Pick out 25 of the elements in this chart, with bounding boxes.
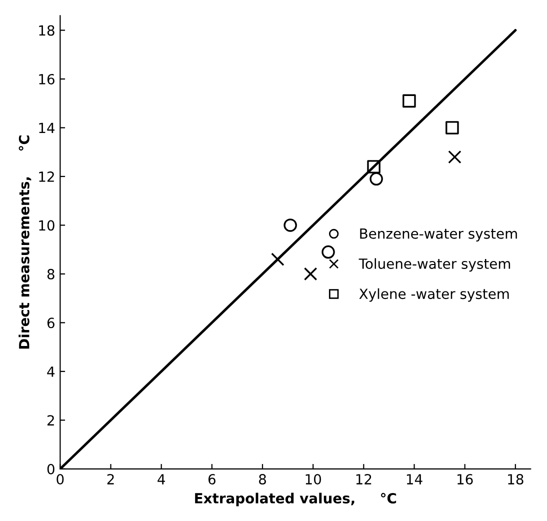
y-tick-label: 14: [39, 122, 55, 134]
legend-label: Xylene -water system: [359, 288, 509, 302]
y-tick-label: 18: [39, 25, 54, 36]
y-tick-label: 8: [47, 268, 54, 280]
x-tick-label: 10: [306, 474, 321, 485]
x-tick-label: 2: [107, 474, 114, 484]
x-tick-label: 14: [406, 474, 422, 484]
y-tick-label: 0: [47, 464, 54, 474]
y-tick-label: 16: [39, 74, 54, 84]
y-axis-title: Direct measurements, °C: [18, 136, 32, 349]
x-tick-label: 4: [158, 474, 165, 484]
x-tick-label: 8: [259, 474, 266, 485]
x-tick-label: 6: [208, 474, 216, 485]
legend-label: Toluene-water system: [358, 258, 510, 272]
x-tick-label: 18: [508, 474, 524, 485]
y-tick-label: 6: [47, 318, 54, 328]
x-axis-title: Extrapolated values, °C: [195, 492, 396, 506]
y-tick-label: 10: [39, 220, 54, 231]
x-tick-label: 12: [356, 474, 372, 484]
y-tick-label: 12: [39, 171, 54, 182]
x-tick-label: 0: [56, 474, 64, 485]
x-tick-label: 16: [458, 474, 473, 485]
legend-label: Benzene-water system: [360, 228, 517, 242]
y-tick-label: 2: [47, 415, 54, 426]
y-tick-label: 4: [47, 366, 55, 377]
